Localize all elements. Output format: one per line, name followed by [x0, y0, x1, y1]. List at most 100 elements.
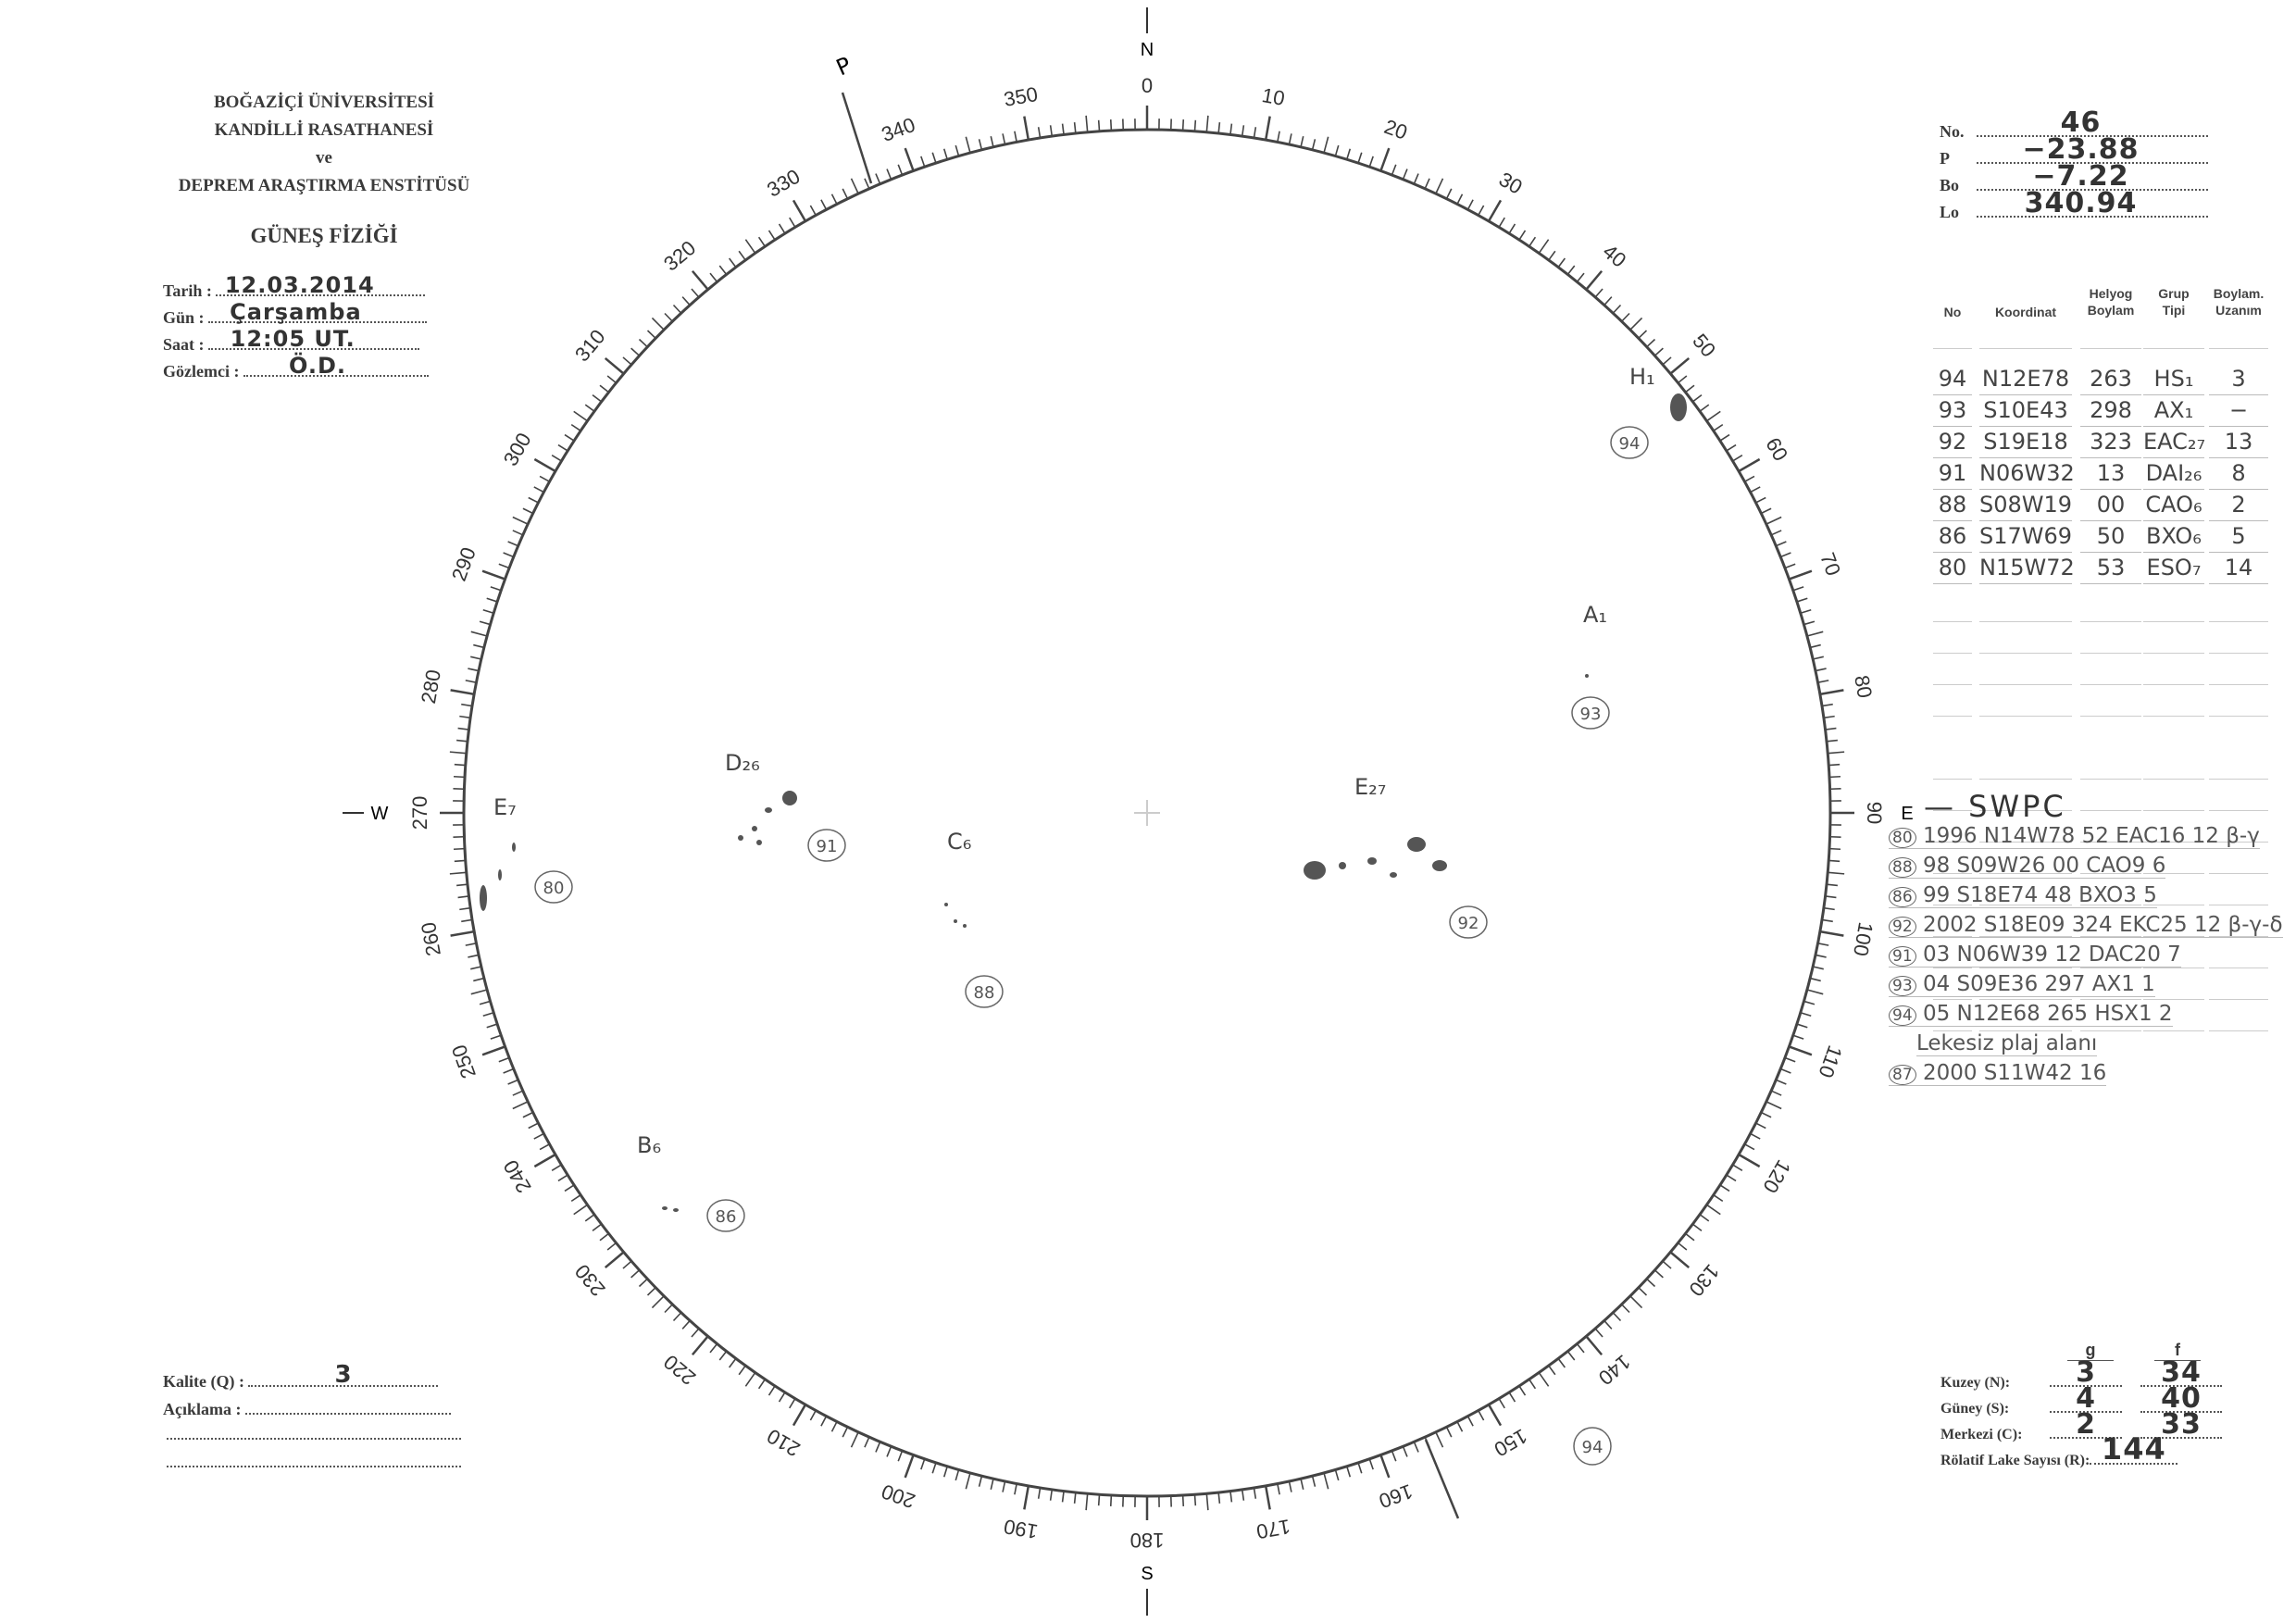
- info-input[interactable]: 12.03.2014: [216, 272, 426, 298]
- table-rule: [2143, 872, 2204, 874]
- header-line: DEPREM ARAŞTIRMA ENSTİTÜSÜ: [178, 176, 470, 195]
- degree-tick: [1726, 1174, 1737, 1182]
- count-f-input[interactable]: 34: [2140, 1356, 2222, 1389]
- degree-tick: [539, 475, 550, 482]
- degree-tick: [473, 643, 485, 649]
- degree-tick: [1685, 1232, 1695, 1242]
- degree-tick: [1097, 119, 1101, 131]
- degree-tick: [875, 173, 881, 184]
- comment-line-2[interactable]: [167, 1421, 461, 1444]
- param-field: P −23.88: [1940, 133, 2208, 169]
- degree-tick: [1085, 1493, 1089, 1511]
- table-rule: [2209, 347, 2268, 349]
- degree-tick: [1685, 384, 1695, 393]
- table-rule: [1933, 841, 1972, 843]
- table-rule: [1933, 620, 1972, 622]
- info-input[interactable]: Çarşamba: [208, 299, 428, 325]
- degree-tick: [728, 257, 737, 268]
- table-cell: DAI₂₆: [2143, 457, 2204, 490]
- table-rule: [2080, 620, 2141, 622]
- degree-label: 190: [1002, 1515, 1040, 1543]
- info-input[interactable]: Ö.D.: [243, 353, 429, 379]
- degree-tick: [1264, 116, 1271, 141]
- swpc-ref: 88: [1889, 857, 1916, 878]
- degree-label: 40: [1598, 240, 1630, 272]
- degree-tick: [1612, 304, 1622, 314]
- table-rule: [2209, 998, 2268, 1000]
- degree-tick: [468, 954, 480, 958]
- table-header: Grup Tipi: [2158, 286, 2190, 318]
- count-f-input[interactable]: 33: [2140, 1408, 2222, 1441]
- degree-tick: [584, 1214, 595, 1222]
- param-input[interactable]: 46: [1977, 106, 2208, 139]
- info-input[interactable]: 12:05 UT.: [208, 326, 419, 352]
- degree-tick: [457, 895, 469, 899]
- param-label: P: [1940, 149, 1950, 168]
- table-rule: [1979, 935, 2072, 937]
- count-label: Merkezi (C):: [1940, 1427, 2023, 1442]
- table-rule: [2143, 715, 2204, 717]
- sunspot: [498, 869, 502, 880]
- group-number: 94: [1619, 434, 1641, 454]
- table-rule: [2080, 841, 2141, 843]
- count-g-input[interactable]: 2: [2050, 1408, 2122, 1441]
- info-field: Tarih : 12.03.2014: [163, 272, 426, 301]
- degree-label: 330: [763, 165, 804, 202]
- count-g-input[interactable]: 4: [2050, 1382, 2122, 1415]
- degree-tick: [1770, 1090, 1782, 1096]
- degree-tick: [486, 597, 498, 603]
- degree-tick: [486, 1023, 498, 1029]
- swpc-ref: 87: [1889, 1065, 1916, 1085]
- degree-tick: [1357, 1462, 1363, 1474]
- swpc-text: Lekesiz plaj alanı: [1916, 1031, 2098, 1055]
- param-input[interactable]: −23.88: [1977, 133, 2208, 166]
- degree-tick: [512, 516, 529, 525]
- degree-tick: [528, 1122, 539, 1130]
- degree-tick: [1323, 1472, 1329, 1490]
- degree-tick: [1548, 250, 1556, 261]
- table-header: No: [1943, 305, 1962, 319]
- table-cell: N06W32: [1979, 457, 2075, 490]
- group-number: 93: [1580, 705, 1602, 724]
- comment-line-3[interactable]: [167, 1449, 461, 1472]
- param-input[interactable]: 340.94: [1977, 187, 2208, 219]
- swpc-row: 93 04 S09E36 297 AX1 1: [1889, 972, 2155, 997]
- degree-tick: [592, 393, 603, 403]
- degree-tick: [630, 1269, 641, 1279]
- degree-tick: [592, 1223, 603, 1232]
- table-cell: S19E18: [1979, 426, 2072, 458]
- count-f: 33: [2161, 1408, 2202, 1441]
- table-cell: CAO₆: [2143, 489, 2204, 521]
- degree-tick: [1755, 1122, 1766, 1130]
- count-f-input[interactable]: 40: [2140, 1382, 2222, 1415]
- degree-tick: [1277, 131, 1280, 143]
- degree-label: 80: [1850, 673, 1877, 699]
- table-rule: [1979, 809, 2072, 811]
- degree-tick: [1803, 620, 1816, 626]
- quality-input[interactable]: 3: [248, 1361, 439, 1389]
- comment-input[interactable]: [245, 1396, 451, 1415]
- r-input[interactable]: 144: [2090, 1431, 2178, 1467]
- count-g-input[interactable]: 3: [2050, 1356, 2122, 1389]
- degree-tick: [691, 288, 700, 298]
- degree-tick: [465, 943, 477, 946]
- sunspot-group: B₆ 86: [637, 1132, 745, 1232]
- degree-tick: [522, 507, 534, 515]
- degree-tick: [681, 1319, 691, 1330]
- param-label: Lo: [1940, 203, 1960, 221]
- degree-tick: [1792, 1034, 1804, 1040]
- degree-tick: [978, 1475, 983, 1487]
- degree-tick: [1669, 1251, 1691, 1269]
- degree-tick: [557, 1174, 568, 1182]
- degree-tick: [1819, 689, 1844, 696]
- table-rule: [2143, 967, 2204, 968]
- degree-tick: [1732, 455, 1743, 462]
- param-input[interactable]: −7.22: [1977, 160, 2208, 193]
- degree-tick: [1487, 1404, 1503, 1427]
- table-rule: [2209, 872, 2268, 874]
- degree-tick: [1193, 119, 1197, 131]
- degree-tick: [1217, 122, 1221, 134]
- degree-tick: [1346, 148, 1352, 160]
- degree-tick: [864, 178, 870, 190]
- table-rule: [2080, 1030, 2141, 1031]
